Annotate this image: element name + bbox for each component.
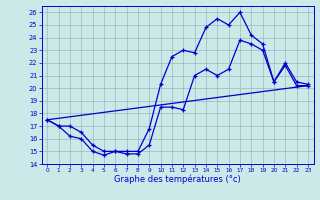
X-axis label: Graphe des températures (°c): Graphe des températures (°c): [114, 175, 241, 184]
